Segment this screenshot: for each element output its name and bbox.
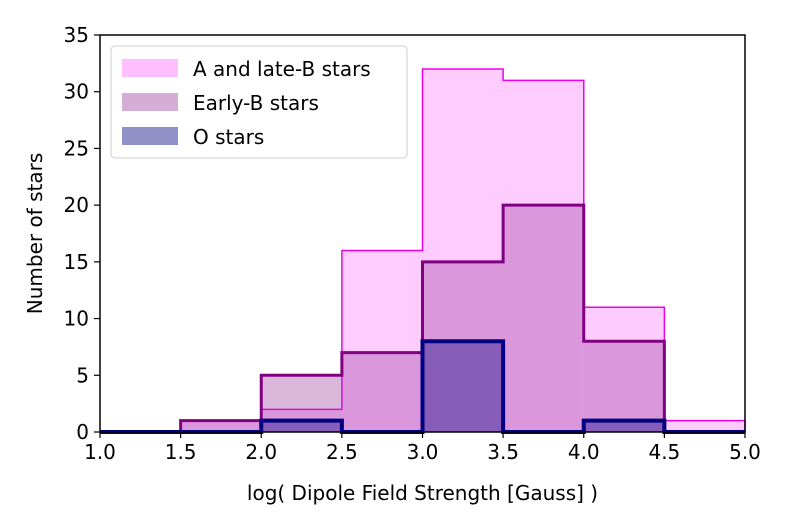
y-tick-label: 25 (64, 136, 89, 160)
y-tick-label: 0 (76, 420, 89, 444)
x-tick-label: 4.5 (648, 440, 680, 464)
bar-series-3-bin-7 (583, 420, 665, 432)
bar-series-1-bin-7 (583, 307, 665, 432)
legend-entry-label: A and late-B stars (193, 57, 371, 81)
bar-series-1-bin-5 (422, 69, 504, 433)
y-tick-label: 20 (64, 193, 89, 217)
legend: A and late-B stars Early-B stars O stars (110, 45, 408, 159)
series-1 (100, 68, 746, 433)
bar-series-3-bin-5 (422, 341, 504, 432)
bar-series-1-bin-4 (341, 250, 423, 432)
legend-entry-label: O stars (193, 125, 264, 149)
bar-series-2-bin-2 (180, 420, 262, 432)
x-tick-label: 2.0 (245, 440, 277, 464)
legend-frame (110, 45, 408, 159)
bar-series-1-bin-6 (503, 80, 584, 432)
ticks-layer: 1.0 1.5 2.0 2.5 3.0 3.5 4.0 4.5 5.0 0 5 10 15 20 25 30 3… (64, 23, 761, 464)
y-tick-label: 10 (64, 307, 89, 331)
bar-series-2-bin-6 (503, 205, 584, 432)
legend-entry-label: Early-B stars (193, 91, 319, 115)
x-tick-label: 4.0 (568, 440, 600, 464)
bars-layer (100, 68, 746, 434)
bar-series-2-bin-7 (583, 341, 665, 432)
step-outline-series-2 (100, 203, 745, 434)
x-tick-label: 2.5 (326, 440, 358, 464)
x-tick-label: 3.0 (407, 440, 439, 464)
legend-swatch (122, 93, 178, 111)
x-tick-label: 3.5 (487, 440, 519, 464)
step-outline-series-3 (100, 339, 745, 434)
y-tick-label: 30 (64, 80, 89, 104)
legend-swatch (122, 127, 178, 145)
x-tick-label: 1.0 (84, 440, 116, 464)
x-axis-label: log( Dipole Field Strength [Gauss] ) (247, 481, 598, 505)
legend-swatch (122, 59, 178, 77)
x-tick-label: 1.5 (165, 440, 197, 464)
y-tick-label: 35 (64, 23, 89, 47)
x-tick-label: 5.0 (729, 440, 761, 464)
bar-series-1-bin-8 (664, 420, 745, 432)
bar-series-2-bin-5 (422, 261, 504, 432)
series-3 (100, 339, 745, 434)
bar-series-2-bin-4 (341, 352, 423, 432)
bar-series-1-bin-2 (180, 420, 262, 432)
y-tick-label: 5 (76, 363, 89, 387)
bar-series-3-bin-3 (261, 420, 342, 432)
y-axis-label: Number of stars (23, 153, 47, 315)
plot-frame (99, 34, 746, 433)
y-tick-label: 15 (64, 250, 89, 274)
